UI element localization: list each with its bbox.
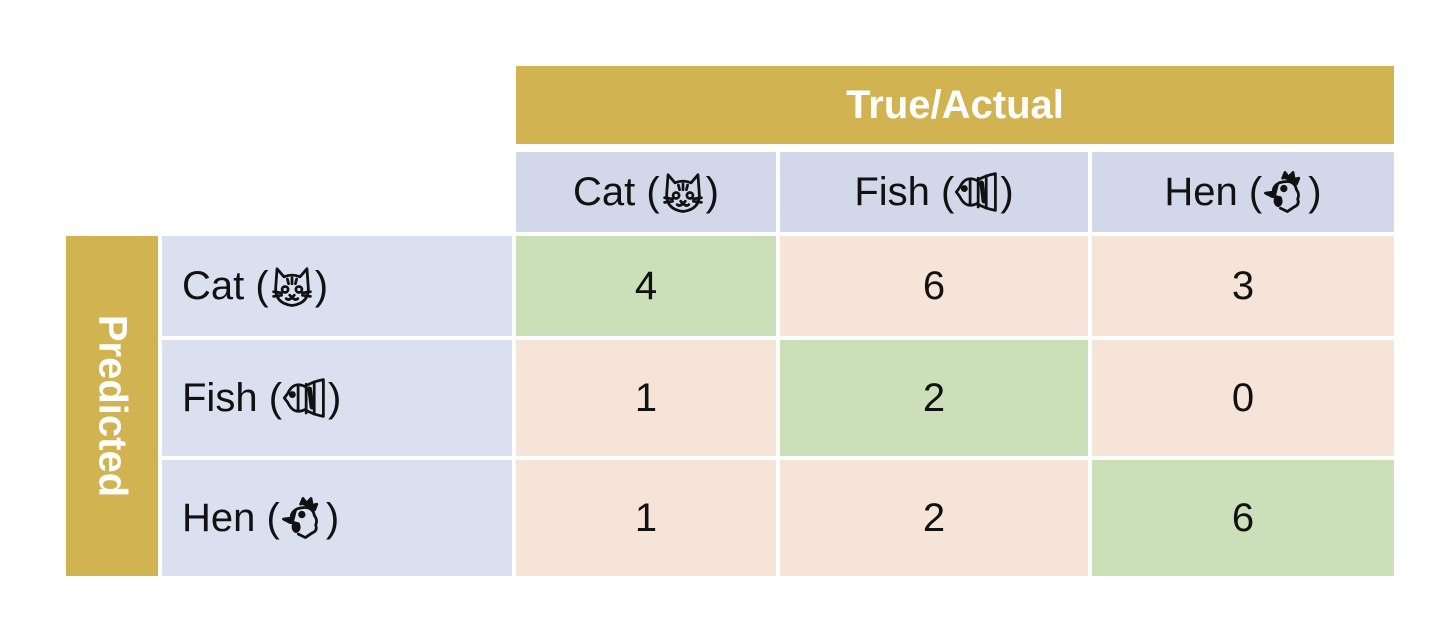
row-header-label: Fish	[182, 375, 258, 420]
matrix-cell: 6	[780, 236, 1088, 336]
row-header-fish: Fish ()	[162, 340, 512, 456]
column-header-hen: Hen ()	[1092, 152, 1394, 232]
predicted-header: Predicted	[66, 236, 158, 576]
fish-icon	[954, 169, 1000, 215]
column-header-label: Cat	[572, 169, 636, 214]
matrix-cell: 0	[1092, 340, 1394, 456]
matrix-cell: 1	[516, 340, 776, 456]
matrix-cell: 3	[1092, 236, 1394, 336]
true-actual-label: True/Actual	[846, 82, 1064, 127]
true-actual-header: True/Actual	[516, 66, 1394, 144]
column-header-label: Fish	[854, 169, 930, 214]
cell-value: 4	[634, 263, 658, 308]
cell-value: 0	[1231, 375, 1255, 420]
cell-value: 1	[634, 495, 658, 540]
cell-value: 1	[634, 375, 658, 420]
predicted-label: Predicted	[90, 314, 135, 498]
matrix-cell: 2	[780, 460, 1088, 576]
column-header-label: Hen	[1164, 169, 1238, 214]
matrix-cell: 2	[780, 340, 1088, 456]
row-header-cat: Cat ()	[162, 236, 512, 336]
row-header-label: Hen	[182, 495, 256, 540]
cell-value: 6	[922, 263, 946, 308]
fish-icon	[282, 375, 328, 421]
matrix-cell: 1	[516, 460, 776, 576]
cell-value: 2	[922, 495, 946, 540]
cat-icon	[269, 263, 315, 309]
cell-value: 2	[922, 375, 946, 420]
matrix-cell: 6	[1092, 460, 1394, 576]
row-header-label: Cat	[182, 263, 245, 308]
hen-icon	[280, 495, 326, 541]
cat-icon	[660, 169, 706, 215]
row-header-hen: Hen ()	[162, 460, 512, 576]
column-header-cat: Cat ()	[516, 152, 776, 232]
matrix-cell: 4	[516, 236, 776, 336]
cell-value: 6	[1231, 495, 1255, 540]
column-header-fish: Fish ()	[780, 152, 1088, 232]
cell-value: 3	[1231, 263, 1255, 308]
hen-icon	[1262, 169, 1308, 215]
